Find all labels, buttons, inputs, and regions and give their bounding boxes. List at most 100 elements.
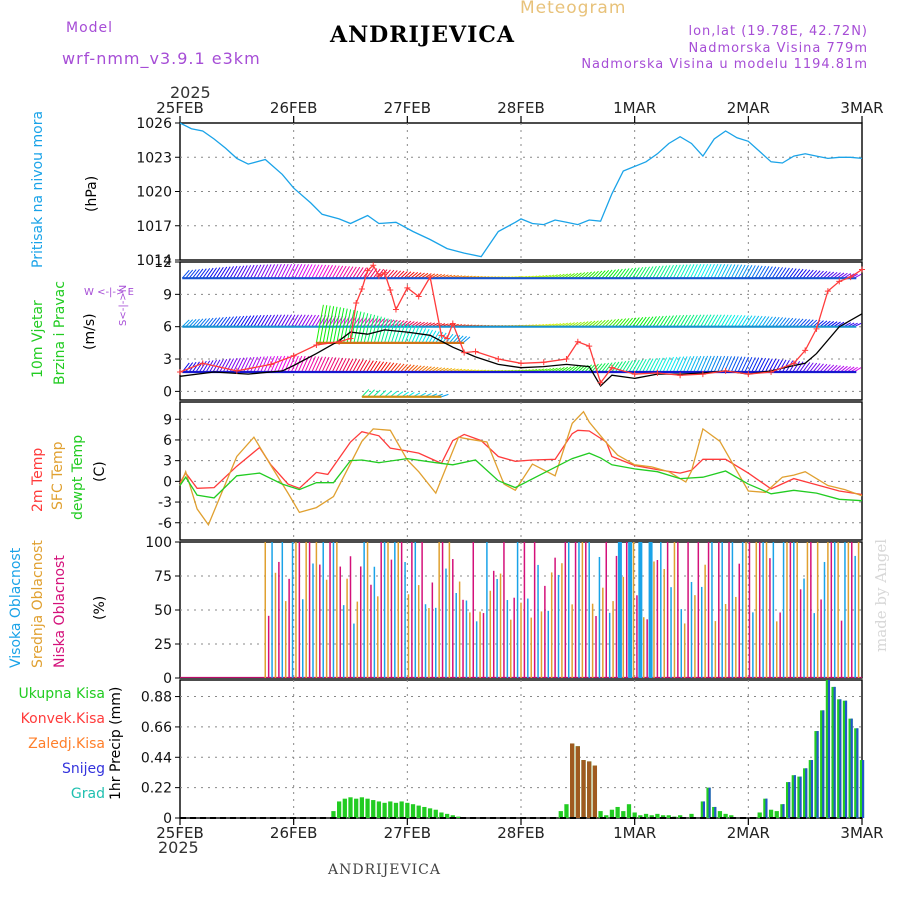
wind-barb bbox=[720, 264, 729, 279]
wind-barb bbox=[795, 268, 804, 279]
wind-barb bbox=[747, 357, 756, 373]
wind-barb bbox=[181, 319, 190, 328]
legend-zaledj-kisa: Zaledj.Kisa bbox=[28, 736, 105, 752]
wind-barb bbox=[788, 268, 797, 279]
y-tick-label-clouds: 100 bbox=[145, 535, 172, 551]
wind-barb bbox=[215, 266, 224, 279]
wind-barb bbox=[720, 355, 729, 373]
wind-barb bbox=[689, 355, 698, 373]
wind-barb bbox=[652, 315, 661, 327]
precip-bar-snow bbox=[788, 782, 791, 818]
wind-barb bbox=[822, 364, 831, 373]
wind-barb bbox=[277, 355, 286, 373]
wind-gust-marker bbox=[608, 364, 615, 371]
wind-barb bbox=[315, 304, 324, 343]
wind-barb bbox=[205, 317, 214, 328]
wind-barb bbox=[287, 263, 296, 279]
wind-barb bbox=[284, 263, 293, 279]
x-tick-label-top: 25FEB bbox=[156, 99, 203, 117]
wind-barb bbox=[638, 316, 647, 327]
wind-barb bbox=[608, 319, 616, 328]
wind-gust-marker bbox=[364, 267, 371, 274]
wind-gust-marker bbox=[597, 379, 604, 386]
y-tick-label-temperature: 6 bbox=[163, 433, 172, 449]
wind-barb bbox=[270, 355, 279, 373]
wind-gust-marker bbox=[444, 335, 451, 342]
wind-gust-marker bbox=[313, 342, 320, 349]
precip-bar-snow bbox=[765, 798, 768, 818]
precip-bar-snow bbox=[833, 686, 836, 818]
wind-ylabel: 10m Vjetar bbox=[30, 300, 46, 378]
wind-barb bbox=[747, 265, 756, 279]
wind-barb bbox=[301, 264, 310, 279]
wind-gust-marker bbox=[392, 306, 399, 313]
year-top: 2025 bbox=[170, 83, 211, 102]
wind-barb bbox=[352, 359, 361, 373]
wind-barb bbox=[727, 356, 736, 373]
wind-gust-marker bbox=[540, 359, 547, 366]
wind-barb bbox=[659, 265, 668, 279]
wind-barb bbox=[342, 358, 350, 373]
wind-gust-marker bbox=[574, 338, 581, 345]
wind-barb bbox=[625, 317, 633, 328]
wind-barb bbox=[339, 308, 348, 343]
wind-barb bbox=[376, 268, 385, 279]
wind-barb bbox=[332, 307, 341, 343]
wind-compass-sn: S<-|->N bbox=[118, 284, 129, 326]
wind-barb bbox=[343, 309, 352, 343]
wind-barb bbox=[389, 270, 398, 279]
y-tick-label-pressure: 1020 bbox=[136, 185, 172, 201]
wind-barb bbox=[778, 267, 787, 279]
y-tick-label-wind: 12 bbox=[154, 255, 172, 271]
wind-barb bbox=[809, 270, 818, 279]
wind-barb bbox=[345, 266, 354, 279]
wind-barb bbox=[363, 313, 372, 343]
wind-barb bbox=[307, 356, 316, 373]
x-tick-label-bottom: 3MAR bbox=[840, 824, 883, 842]
wind-gust-marker bbox=[427, 274, 434, 281]
model-elevation-text: Nadmorska Visina u modelu 1194.81m bbox=[581, 57, 868, 72]
wind-gust-marker bbox=[495, 356, 502, 363]
wind-barb bbox=[362, 317, 371, 328]
precip-bar-snow bbox=[810, 760, 813, 818]
precip-bar-total bbox=[433, 809, 438, 818]
wind-barb bbox=[649, 316, 657, 327]
precip-bar-total bbox=[399, 801, 404, 818]
wind-gust-marker bbox=[438, 332, 445, 339]
wind-barb bbox=[202, 360, 211, 373]
precip-bar-total bbox=[382, 802, 387, 818]
wind-barb bbox=[352, 266, 361, 279]
wind-barb bbox=[730, 264, 739, 279]
wind-gust-marker bbox=[722, 367, 729, 374]
wind-barb bbox=[195, 268, 204, 279]
wind-barb bbox=[383, 362, 391, 373]
wind-compass-we: W <-|-> E bbox=[84, 287, 134, 298]
wind-unit: (m/s) bbox=[82, 313, 98, 350]
wind-barb bbox=[239, 315, 248, 327]
precip-bar-total bbox=[723, 813, 728, 818]
wind-barb bbox=[805, 319, 814, 328]
wind-barb bbox=[754, 265, 763, 279]
wind-barb bbox=[601, 319, 610, 328]
wind-barb bbox=[710, 263, 719, 279]
wind-barb bbox=[809, 362, 818, 373]
wind-barb bbox=[365, 360, 374, 373]
wind-barb bbox=[356, 312, 365, 343]
wind-barb bbox=[246, 356, 255, 373]
precip-bar-snow bbox=[856, 728, 859, 818]
wind-barbs bbox=[181, 263, 862, 398]
wind-barb bbox=[785, 267, 794, 279]
wind-gust-marker bbox=[586, 343, 593, 350]
wind-barb bbox=[319, 305, 328, 343]
wind-barb bbox=[669, 315, 678, 327]
wind-barb bbox=[389, 362, 398, 373]
wind-barb bbox=[614, 361, 623, 373]
wind-barb bbox=[703, 314, 712, 327]
wind-barb bbox=[625, 267, 633, 279]
wind-barb bbox=[406, 364, 415, 373]
wind-barb bbox=[625, 360, 634, 373]
wind-gust-marker bbox=[415, 293, 422, 300]
y-tick-label-clouds: 75 bbox=[154, 569, 172, 585]
wind-barb bbox=[260, 314, 269, 327]
x-tick-label-top: 1MAR bbox=[613, 99, 656, 117]
